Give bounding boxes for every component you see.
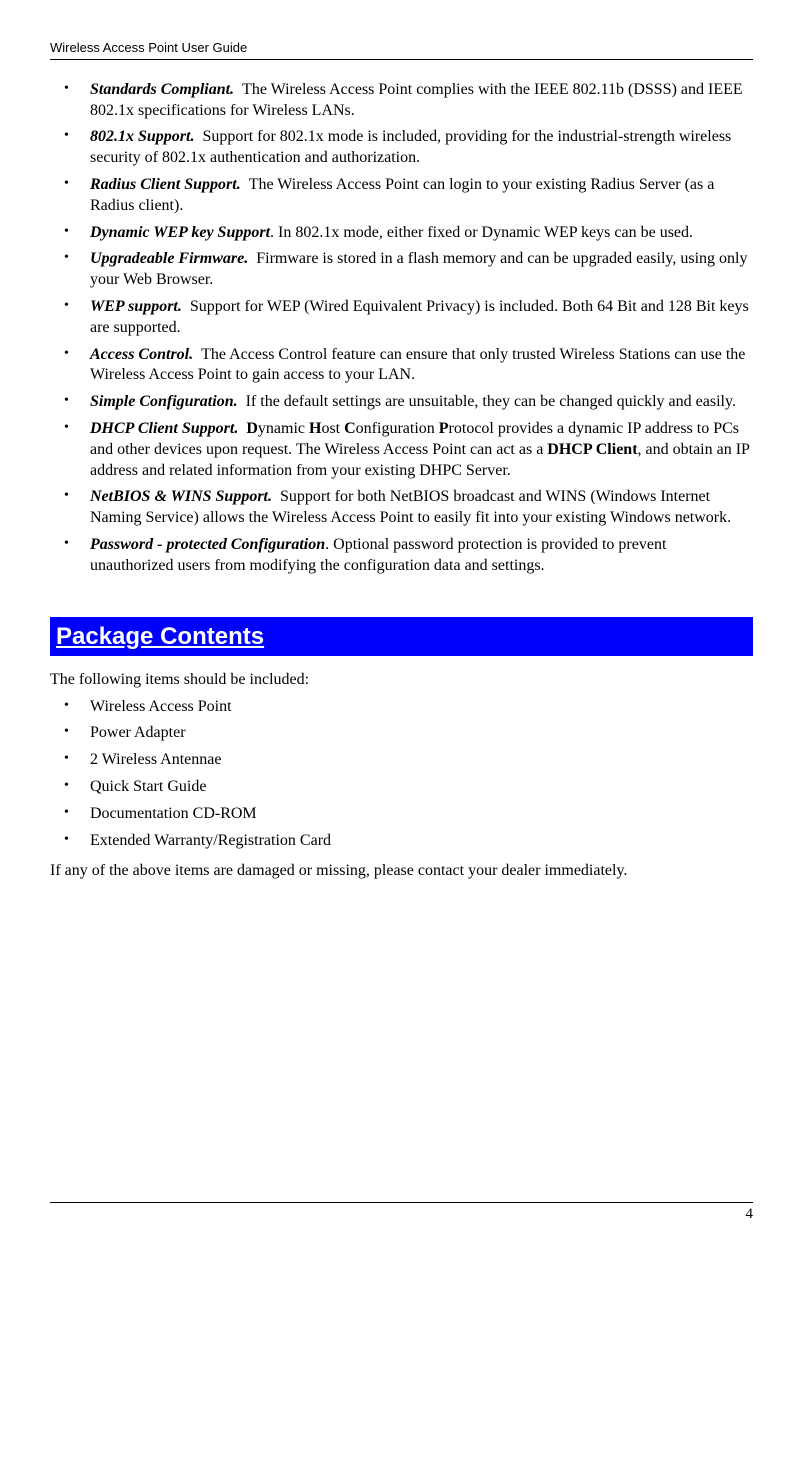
list-item: NetBIOS & WINS Support. Support for both… bbox=[50, 487, 753, 529]
list-item: DHCP Client Support. Dynamic Host Config… bbox=[50, 419, 753, 481]
feature-title: Access Control. bbox=[90, 346, 193, 363]
list-item: Upgradeable Firmware. Firmware is stored… bbox=[50, 249, 753, 291]
footer-divider bbox=[50, 1202, 753, 1203]
package-list: Wireless Access Point Power Adapter 2 Wi… bbox=[50, 697, 753, 852]
feature-title: Upgradeable Firmware. bbox=[90, 250, 248, 267]
spacer bbox=[50, 882, 753, 1162]
section-closing: If any of the above items are damaged or… bbox=[50, 861, 753, 882]
list-item: Standards Compliant. The Wireless Access… bbox=[50, 80, 753, 122]
feature-title: WEP support. bbox=[90, 298, 182, 315]
list-item: Extended Warranty/Registration Card bbox=[50, 831, 753, 852]
feature-title: Radius Client Support. bbox=[90, 176, 241, 193]
list-item: Quick Start Guide bbox=[50, 777, 753, 798]
list-item: 802.1x Support. Support for 802.1x mode … bbox=[50, 127, 753, 169]
feature-desc: Support for WEP (Wired Equivalent Privac… bbox=[90, 298, 749, 336]
list-item: WEP support. Support for WEP (Wired Equi… bbox=[50, 297, 753, 339]
section-intro: The following items should be included: bbox=[50, 670, 753, 691]
list-item: Password - protected Configuration. Opti… bbox=[50, 535, 753, 577]
list-item: Radius Client Support. The Wireless Acce… bbox=[50, 175, 753, 217]
feature-desc: If the default settings are unsuitable, … bbox=[246, 393, 736, 410]
list-item: 2 Wireless Antennae bbox=[50, 750, 753, 771]
list-item: Documentation CD-ROM bbox=[50, 804, 753, 825]
page-header-title: Wireless Access Point User Guide bbox=[50, 40, 753, 57]
feature-title: Password - protected Configuration bbox=[90, 536, 325, 553]
list-item: Simple Configuration. If the default set… bbox=[50, 392, 753, 413]
feature-title: Simple Configuration. bbox=[90, 393, 238, 410]
list-item: Power Adapter bbox=[50, 723, 753, 744]
header-divider bbox=[50, 59, 753, 60]
list-item: Access Control. The Access Control featu… bbox=[50, 345, 753, 387]
list-item: Dynamic WEP key Support. In 802.1x mode,… bbox=[50, 223, 753, 244]
feature-list: Standards Compliant. The Wireless Access… bbox=[50, 80, 753, 577]
feature-title: 802.1x Support. bbox=[90, 128, 194, 145]
list-item: Wireless Access Point bbox=[50, 697, 753, 718]
feature-title: Standards Compliant. bbox=[90, 81, 234, 98]
feature-title: Dynamic WEP key Support bbox=[90, 224, 270, 241]
feature-desc: . In 802.1x mode, either fixed or Dynami… bbox=[270, 224, 693, 241]
feature-title: NetBIOS & WINS Support. bbox=[90, 488, 272, 505]
page-number: 4 bbox=[50, 1205, 753, 1225]
section-heading: Package Contents bbox=[50, 617, 753, 656]
feature-title: DHCP Client Support. bbox=[90, 420, 238, 437]
